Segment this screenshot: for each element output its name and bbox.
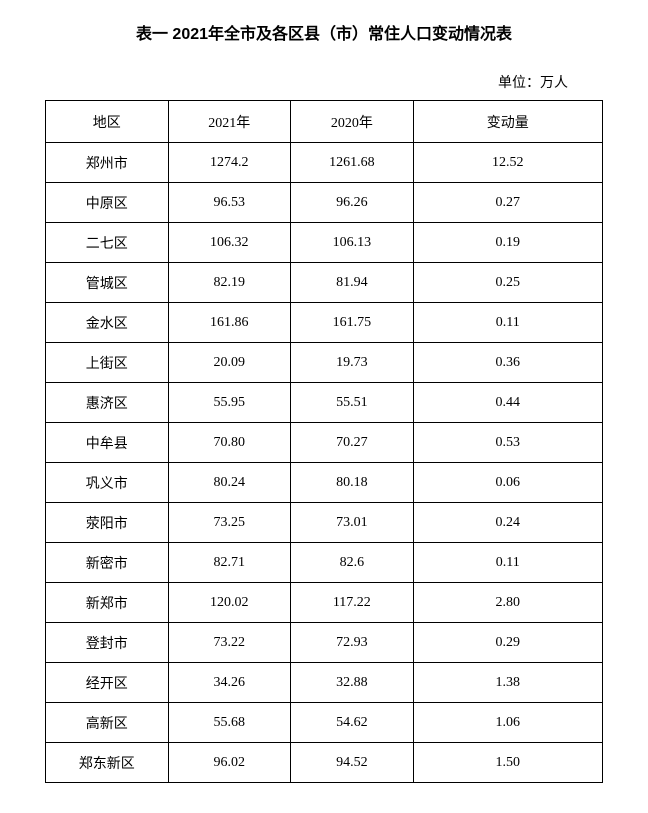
table-header-row: 地区 2021年 2020年 变动量 [46, 101, 603, 143]
col-header-2021: 2021年 [168, 101, 291, 143]
table-cell: 55.95 [168, 383, 291, 423]
table-cell: 新郑市 [46, 583, 169, 623]
table-cell: 55.51 [291, 383, 414, 423]
table-cell: 73.01 [291, 503, 414, 543]
table-row: 上街区20.0919.730.36 [46, 343, 603, 383]
table-cell: 荥阳市 [46, 503, 169, 543]
table-cell: 上街区 [46, 343, 169, 383]
table-row: 荥阳市73.2573.010.24 [46, 503, 603, 543]
table-cell: 70.27 [291, 423, 414, 463]
table-cell: 1.50 [413, 743, 602, 783]
table-cell: 二七区 [46, 223, 169, 263]
table-cell: 高新区 [46, 703, 169, 743]
table-cell: 19.73 [291, 343, 414, 383]
table-row: 登封市73.2272.930.29 [46, 623, 603, 663]
table-cell: 94.52 [291, 743, 414, 783]
table-cell: 0.11 [413, 303, 602, 343]
table-cell: 0.24 [413, 503, 602, 543]
table-cell: 0.27 [413, 183, 602, 223]
table-cell: 82.71 [168, 543, 291, 583]
table-cell: 106.13 [291, 223, 414, 263]
table-cell: 0.11 [413, 543, 602, 583]
table-cell: 1261.68 [291, 143, 414, 183]
page: 表一 2021年全市及各区县（市）常住人口变动情况表 单位：万人 地区 2021… [0, 0, 648, 813]
table-cell: 81.94 [291, 263, 414, 303]
table-cell: 0.36 [413, 343, 602, 383]
table-row: 管城区82.1981.940.25 [46, 263, 603, 303]
table-cell: 72.93 [291, 623, 414, 663]
col-header-2020: 2020年 [291, 101, 414, 143]
table-cell: 郑州市 [46, 143, 169, 183]
col-header-region: 地区 [46, 101, 169, 143]
table-cell: 117.22 [291, 583, 414, 623]
table-cell: 惠济区 [46, 383, 169, 423]
table-cell: 54.62 [291, 703, 414, 743]
table-row: 高新区55.6854.621.06 [46, 703, 603, 743]
table-row: 中牟县70.8070.270.53 [46, 423, 603, 463]
table-row: 新密市82.7182.60.11 [46, 543, 603, 583]
table-cell: 金水区 [46, 303, 169, 343]
table-title: 表一 2021年全市及各区县（市）常住人口变动情况表 [45, 20, 603, 44]
table-cell: 管城区 [46, 263, 169, 303]
table-cell: 0.44 [413, 383, 602, 423]
population-table: 地区 2021年 2020年 变动量 郑州市1274.21261.6812.52… [45, 100, 603, 783]
table-cell: 96.26 [291, 183, 414, 223]
table-cell: 中牟县 [46, 423, 169, 463]
table-cell: 55.68 [168, 703, 291, 743]
table-cell: 1274.2 [168, 143, 291, 183]
table-cell: 1.38 [413, 663, 602, 703]
table-cell: 73.25 [168, 503, 291, 543]
table-cell: 0.29 [413, 623, 602, 663]
table-cell: 80.24 [168, 463, 291, 503]
table-cell: 161.86 [168, 303, 291, 343]
table-cell: 82.19 [168, 263, 291, 303]
table-cell: 0.19 [413, 223, 602, 263]
table-row: 郑东新区96.0294.521.50 [46, 743, 603, 783]
table-cell: 登封市 [46, 623, 169, 663]
table-cell: 161.75 [291, 303, 414, 343]
table-cell: 1.06 [413, 703, 602, 743]
table-row: 新郑市120.02117.222.80 [46, 583, 603, 623]
table-cell: 96.53 [168, 183, 291, 223]
table-cell: 郑东新区 [46, 743, 169, 783]
table-cell: 2.80 [413, 583, 602, 623]
table-cell: 经开区 [46, 663, 169, 703]
table-cell: 80.18 [291, 463, 414, 503]
table-cell: 0.06 [413, 463, 602, 503]
table-row: 中原区96.5396.260.27 [46, 183, 603, 223]
table-cell: 中原区 [46, 183, 169, 223]
table-row: 巩义市80.2480.180.06 [46, 463, 603, 503]
table-cell: 巩义市 [46, 463, 169, 503]
table-cell: 34.26 [168, 663, 291, 703]
table-row: 金水区161.86161.750.11 [46, 303, 603, 343]
col-header-delta: 变动量 [413, 101, 602, 143]
table-cell: 106.32 [168, 223, 291, 263]
table-cell: 82.6 [291, 543, 414, 583]
table-row: 郑州市1274.21261.6812.52 [46, 143, 603, 183]
table-cell: 0.53 [413, 423, 602, 463]
table-row: 惠济区55.9555.510.44 [46, 383, 603, 423]
table-cell: 20.09 [168, 343, 291, 383]
table-cell: 12.52 [413, 143, 602, 183]
table-cell: 32.88 [291, 663, 414, 703]
table-cell: 120.02 [168, 583, 291, 623]
table-cell: 0.25 [413, 263, 602, 303]
table-cell: 73.22 [168, 623, 291, 663]
table-cell: 96.02 [168, 743, 291, 783]
table-cell: 新密市 [46, 543, 169, 583]
table-row: 二七区106.32106.130.19 [46, 223, 603, 263]
unit-label: 单位：万人 [45, 72, 603, 92]
table-cell: 70.80 [168, 423, 291, 463]
table-row: 经开区34.2632.881.38 [46, 663, 603, 703]
